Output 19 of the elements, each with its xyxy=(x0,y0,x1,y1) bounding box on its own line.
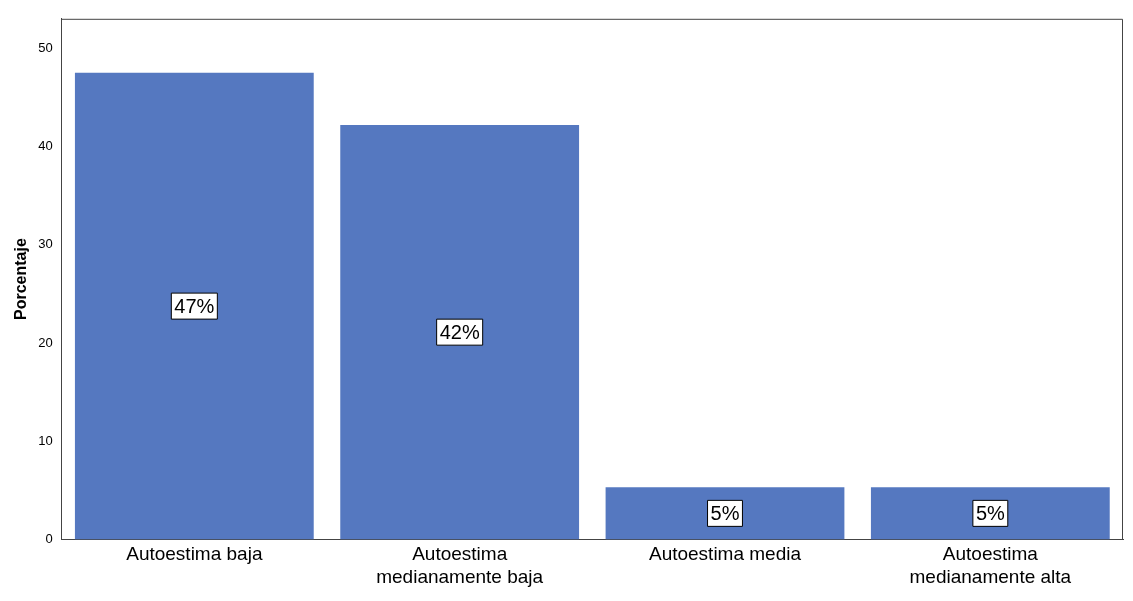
y-tick-label: 10 xyxy=(38,432,53,448)
data-label: 47% xyxy=(174,294,215,317)
y-tick-label: 50 xyxy=(38,39,53,55)
data-label: 42% xyxy=(439,320,480,343)
x-tick-label: Autoestima baja xyxy=(126,543,263,565)
y-tick-label: 30 xyxy=(38,236,53,252)
bar xyxy=(870,487,1110,540)
y-tick-label: 40 xyxy=(38,138,53,154)
x-tick-label: Autoestima medianamente baja xyxy=(376,543,544,587)
x-tick-label: Autoestima media xyxy=(648,543,802,565)
data-label: 5% xyxy=(975,501,1005,524)
y-tick-label: 0 xyxy=(45,530,53,546)
bar xyxy=(340,124,580,540)
x-tick-label: Autoestima medianamente alta xyxy=(909,543,1072,587)
bar xyxy=(74,72,314,540)
data-label: 5% xyxy=(710,501,740,524)
y-tick-label: 20 xyxy=(38,334,53,350)
y-axis-title: Porcentaje xyxy=(12,238,30,321)
bar xyxy=(605,487,845,540)
